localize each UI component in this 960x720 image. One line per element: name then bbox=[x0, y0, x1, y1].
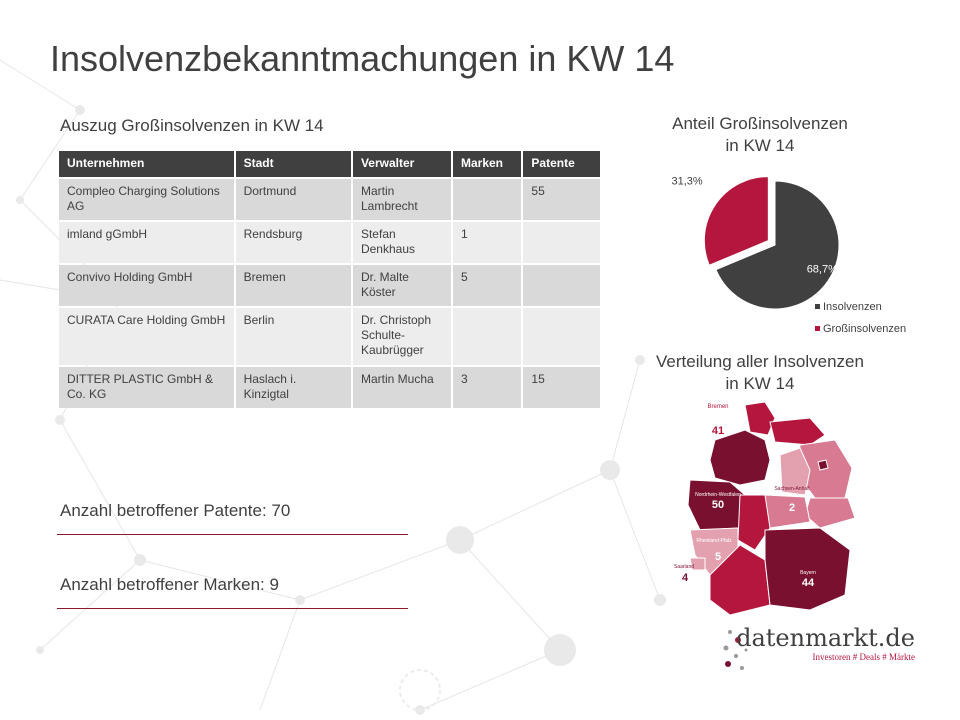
table-cell: 15 bbox=[523, 367, 600, 408]
map-title: Verteilung aller Insolvenzen in KW 14 bbox=[640, 351, 880, 395]
column-header-marks: Marken bbox=[452, 151, 522, 177]
map-label-bremen: Bremen bbox=[707, 404, 728, 410]
table-cell: Dr. Malte Köster bbox=[352, 265, 451, 306]
marks-divider bbox=[57, 608, 408, 609]
table-row: Convivo Holding GmbH Bremen Dr. Malte Kö… bbox=[59, 265, 600, 306]
table-cell bbox=[523, 222, 600, 263]
table-cell: Dortmund bbox=[235, 179, 351, 220]
table-row: Compleo Charging Solutions AG Dortmund M… bbox=[59, 179, 600, 220]
column-header-patents: Patente bbox=[523, 151, 600, 177]
legend-swatch bbox=[815, 326, 820, 331]
map-region-bayern bbox=[764, 527, 851, 611]
table-cell bbox=[452, 308, 522, 365]
table-cell: Haslach i. Kinzigtal bbox=[235, 367, 351, 408]
pie-slice-insolvenzen bbox=[715, 180, 840, 310]
pie-chart-title-line1: Anteil Großinsolvenzen bbox=[672, 114, 848, 133]
table-cell bbox=[523, 265, 600, 306]
map-label-saarland: Saarland bbox=[674, 564, 694, 570]
page-title: Insolvenzbekanntmachungen in KW 14 bbox=[50, 38, 675, 79]
legend-label: Insolvenzen bbox=[823, 301, 882, 313]
map-region-saarland bbox=[689, 557, 706, 571]
table-row: CURATA Care Holding GmbH Berlin Dr. Chri… bbox=[59, 308, 600, 365]
map-value-rheinland-pfalz: 5 bbox=[715, 551, 721, 563]
map-value-nrw: 50 bbox=[712, 499, 724, 511]
insolvency-table: Unternehmen Stadt Verwalter Marken Paten… bbox=[57, 149, 602, 410]
table-cell bbox=[523, 308, 600, 365]
pie-chart-title-line2: in KW 14 bbox=[725, 136, 795, 155]
table-cell: Bremen bbox=[235, 265, 351, 306]
table-cell: Stefan Denkhaus bbox=[352, 222, 451, 263]
pie-slice-großinsolvenzen bbox=[703, 176, 769, 266]
map-region-berlin bbox=[817, 459, 829, 471]
map-value-sachsen-anhalt: 2 bbox=[789, 502, 795, 514]
table-cell: Martin Mucha bbox=[352, 367, 451, 408]
table-cell: DITTER PLASTIC GmbH & Co. KG bbox=[59, 367, 234, 408]
map-region-sachsen bbox=[804, 497, 856, 529]
table-cell: Convivo Holding GmbH bbox=[59, 265, 234, 306]
patents-divider bbox=[57, 534, 408, 535]
germany-map: Bremen 41 Nordrhein-Westfalen 50 Sachsen… bbox=[674, 401, 856, 616]
column-header-administrator: Verwalter bbox=[352, 151, 451, 177]
logo-dots-icon bbox=[723, 630, 748, 670]
map-label-rheinland-pfalz: Rheinland-Pfalz bbox=[696, 538, 732, 544]
map-region-sachsen-anhalt bbox=[779, 447, 811, 496]
table-cell: 5 bbox=[452, 265, 522, 306]
table-cell: imland gGmbH bbox=[59, 222, 234, 263]
map-label-nrw: Nordrhein-Westfalen bbox=[695, 492, 741, 498]
column-header-city: Stadt bbox=[235, 151, 351, 177]
map-value-bremen: 41 bbox=[712, 425, 724, 437]
table-cell: 3 bbox=[452, 367, 522, 408]
map-value-bayern: 44 bbox=[802, 577, 815, 589]
table-cell: Dr. Christoph Schulte-Kaubrügger bbox=[352, 308, 451, 365]
table-cell bbox=[452, 179, 522, 220]
map-region-schleswig-holstein bbox=[744, 401, 776, 436]
table-cell: CURATA Care Holding GmbH bbox=[59, 308, 234, 365]
map-value-saarland: 4 bbox=[682, 572, 689, 584]
legend-swatch bbox=[815, 304, 820, 309]
table-cell: 1 bbox=[452, 222, 522, 263]
table-row: DITTER PLASTIC GmbH & Co. KG Haslach i. … bbox=[59, 367, 600, 408]
table-cell: 55 bbox=[523, 179, 600, 220]
logo-tagline: Investoren # Deals # Märkte bbox=[813, 652, 915, 662]
pie-chart: 68,7% 31,3% Insolvenzen Großinsolvenzen bbox=[671, 175, 906, 335]
legend-label: Großinsolvenzen bbox=[823, 323, 906, 335]
table-cell: Martin Lambrecht bbox=[352, 179, 451, 220]
map-label-bayern: Bayern bbox=[800, 570, 816, 576]
map-region-north-west bbox=[709, 429, 771, 486]
table-cell: Berlin bbox=[235, 308, 351, 365]
table-cell: Compleo Charging Solutions AG bbox=[59, 179, 234, 220]
table-header-row: Unternehmen Stadt Verwalter Marken Paten… bbox=[59, 151, 600, 177]
patents-count: Anzahl betroffener Patente: 70 bbox=[60, 501, 291, 520]
pie-chart-title: Anteil Großinsolvenzen in KW 14 bbox=[640, 113, 880, 157]
map-title-line1: Verteilung aller Insolvenzen bbox=[656, 352, 864, 371]
logo-name: datenmarkt.de bbox=[736, 624, 915, 652]
column-header-company: Unternehmen bbox=[59, 151, 234, 177]
table-heading: Auszug Großinsolvenzen in KW 14 bbox=[60, 116, 324, 135]
map-label-sachsen-anhalt: Sachsen-Anhalt bbox=[774, 486, 810, 492]
pie-data-label: 31,3% bbox=[671, 175, 702, 187]
map-title-line2: in KW 14 bbox=[725, 374, 795, 393]
pie-data-label: 68,7% bbox=[807, 264, 838, 276]
map-region-mecklenburg bbox=[769, 417, 826, 446]
table-row: imland gGmbH Rendsburg Stefan Denkhaus 1 bbox=[59, 222, 600, 263]
datenmarkt-logo: datenmarkt.de Investoren # Deals # Märkt… bbox=[723, 624, 915, 670]
marks-count: Anzahl betroffener Marken: 9 bbox=[60, 575, 279, 594]
table-cell: Rendsburg bbox=[235, 222, 351, 263]
